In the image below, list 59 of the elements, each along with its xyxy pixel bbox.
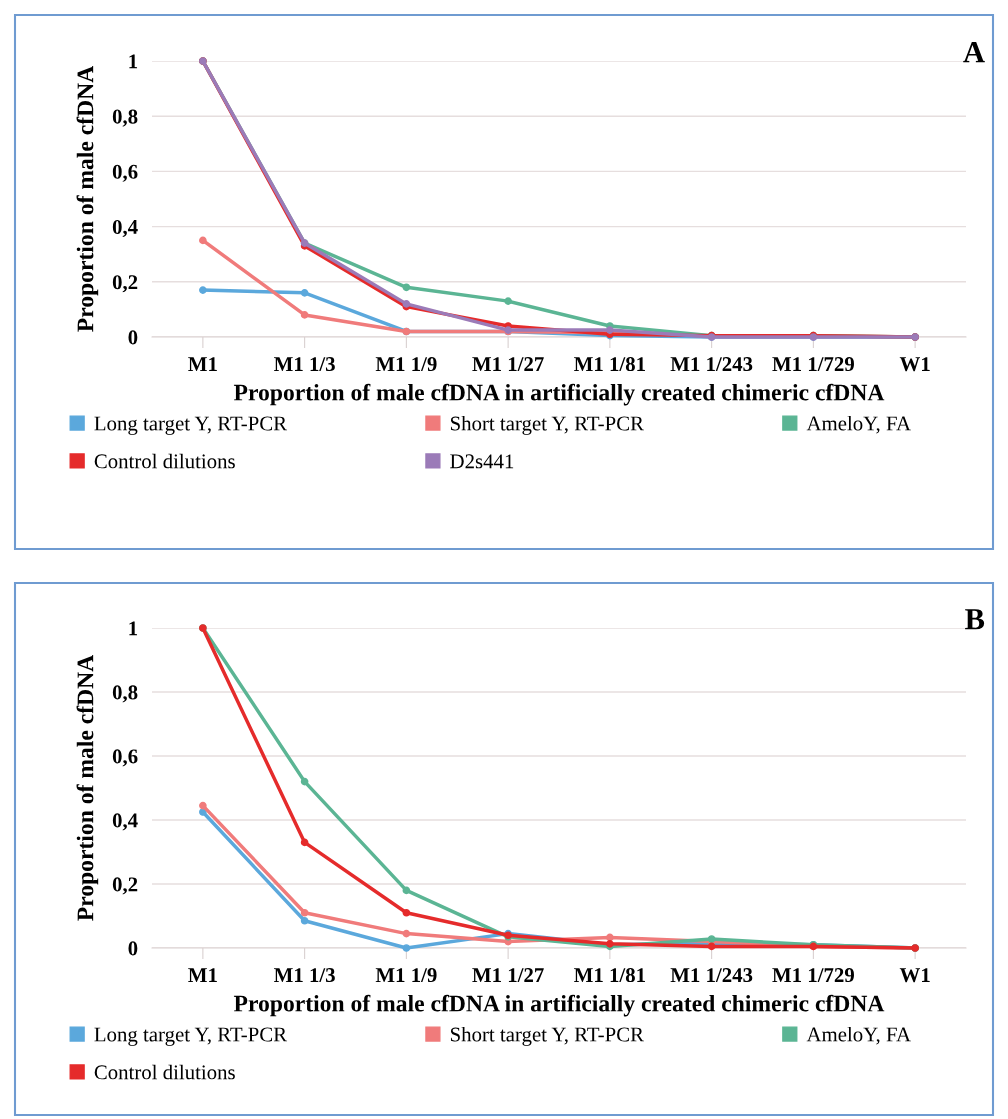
legend-label: Short target Y, RT-PCR (450, 1026, 644, 1046)
x-tick-label: M1 1/729 (772, 357, 854, 372)
x-tick-label: M1 1/27 (472, 357, 544, 372)
x-tick-label: M1 1/27 (472, 968, 544, 983)
x-tick-label: M1 (188, 968, 217, 982)
y-tick-label: 1 (129, 54, 138, 69)
y-tick-label: 0,6 (112, 164, 138, 182)
x-axis-title: Proportion of male cfDNA in artificially created chimeric cfDNA (233, 383, 885, 406)
point (199, 801, 207, 810)
point (402, 908, 411, 917)
x-tick-label: W1 (899, 357, 930, 372)
legend-label: Short target Y, RT-PCR (450, 415, 644, 435)
y-axis-title: Proportion of male cfDNA (76, 65, 99, 332)
x-tick-label: M1 1/243 (670, 968, 753, 983)
x-tick-label: M1 1/81 (574, 357, 645, 372)
point (402, 886, 411, 895)
point (300, 777, 309, 786)
x-tick-label: M1 1/9 (375, 357, 437, 372)
legend-label: Long target Y, RT-PCR (94, 1027, 288, 1046)
y-tick-label: 0,8 (112, 685, 138, 703)
point (300, 916, 309, 925)
x-axis-title: Proportion of male cfDNA in artificially created chimeric cfDNA (233, 994, 885, 1017)
y-tick-label: 0,4 (112, 219, 138, 238)
x-tick-label: M1 1/243 (670, 357, 753, 372)
legend-label: Long target Y, RT-PCR (94, 416, 288, 435)
annotation: B (965, 609, 985, 630)
legend-label: AmeloY, FA (806, 1026, 911, 1045)
x-tick-label: M1 1/81 (574, 968, 645, 983)
point (402, 929, 411, 938)
y-tick-label: 0,4 (112, 813, 138, 831)
legend-label: AmeloY, FA (806, 415, 911, 434)
y-tick-label: 0,6 (112, 749, 138, 767)
legend-label: Control dilutions (94, 453, 235, 469)
point (300, 289, 309, 297)
point (402, 283, 411, 292)
legend-label: D2s441 (450, 454, 514, 469)
annotation: A (963, 42, 985, 63)
x-tick-label: M1 1/3 (274, 968, 335, 983)
point (402, 944, 411, 952)
legend-label: Control dilutions (94, 1064, 235, 1080)
x-tick-label: M1 (188, 357, 217, 371)
point (300, 908, 309, 917)
x-tick-label: M1 1/729 (772, 968, 854, 983)
x-tick-label: M1 1/9 (375, 968, 437, 983)
point (199, 236, 207, 245)
point (300, 311, 309, 319)
y-tick-label: 0 (128, 941, 138, 956)
y-tick-label: 0,2 (112, 275, 138, 293)
y-tick-label: 0,8 (112, 109, 138, 127)
y-tick-label: 0,2 (112, 877, 138, 895)
y-axis-title: Proportion of male cfDNA (76, 654, 99, 921)
point (504, 297, 512, 305)
point (199, 286, 207, 294)
x-tick-label: M1 1/3 (274, 357, 335, 372)
y-tick-label: 0 (128, 330, 138, 345)
y-tick-label: 1 (129, 621, 138, 636)
point (300, 838, 309, 847)
x-tick-label: W1 (899, 968, 930, 983)
point (199, 808, 207, 816)
